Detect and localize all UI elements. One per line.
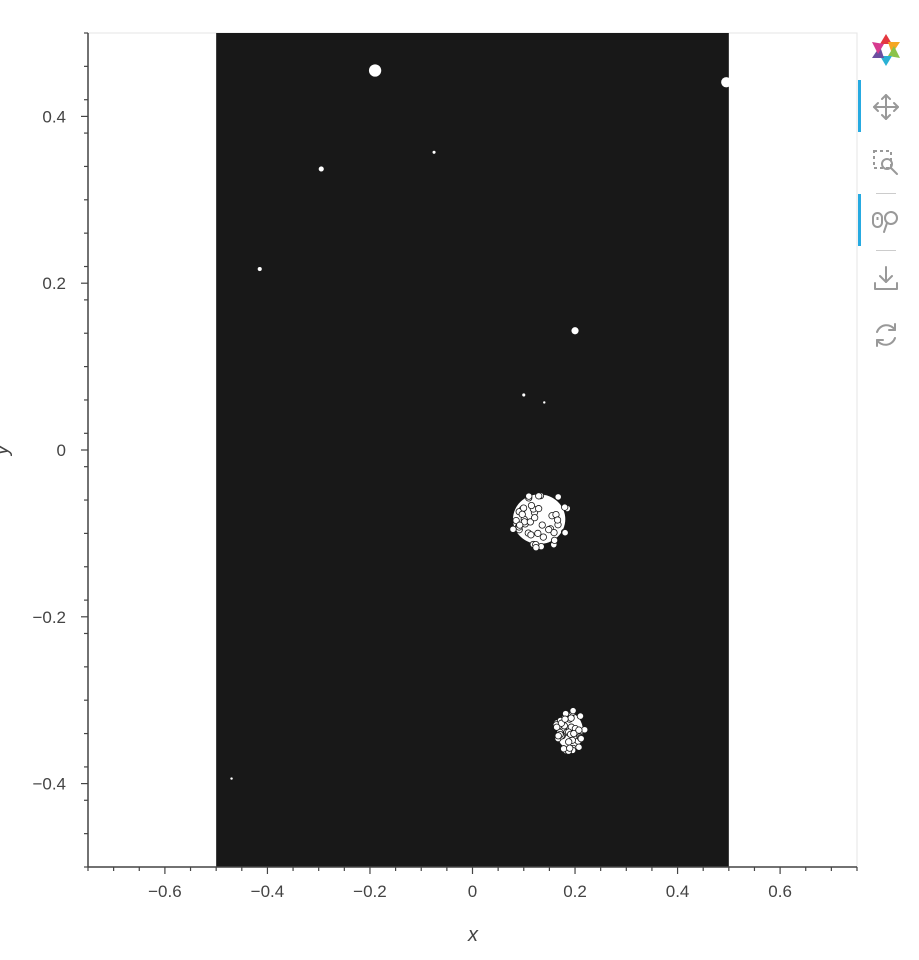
y-axis-title: y (0, 444, 13, 457)
x-tick-label: 0.4 (666, 882, 690, 901)
x-tick-label: −0.2 (353, 882, 387, 901)
toolbar-separator (876, 193, 896, 194)
download-icon (874, 266, 898, 290)
image-background (216, 33, 729, 867)
image-spots (230, 64, 732, 780)
y-tick-label: −0.4 (32, 775, 66, 794)
bokeh-logo-icon[interactable] (866, 30, 906, 70)
wheel-zoom-tool-button[interactable] (858, 194, 914, 246)
box-zoom-icon (873, 150, 898, 175)
x-axis-title: x (467, 924, 479, 946)
spot (571, 327, 579, 335)
box-zoom-tool-button[interactable] (858, 136, 914, 188)
x-tick-label: −0.6 (148, 882, 182, 901)
reset-tool-button[interactable] (858, 308, 914, 360)
reset-icon (876, 323, 896, 347)
move-icon (873, 94, 899, 120)
spot (543, 401, 546, 404)
y-tick-label: 0.4 (42, 107, 66, 126)
x-tick-label: 0 (468, 882, 477, 901)
y-axis: 0.4 0.2 0 −0.2 −0.4 (32, 32, 89, 868)
spot (522, 393, 526, 397)
spot-cluster (509, 492, 571, 552)
toolbar-separator (876, 250, 896, 251)
toolbar (858, 30, 914, 360)
spot (230, 777, 233, 780)
spot (721, 77, 732, 88)
wheel-zoom-icon (872, 211, 898, 233)
y-tick-label: 0 (57, 441, 66, 460)
x-axis: −0.6 −0.4 −0.2 0 0.2 0.4 0.6 (87, 866, 858, 901)
spot (318, 166, 324, 172)
spot (257, 266, 262, 272)
x-tick-label: −0.4 (251, 882, 285, 901)
x-tick-label: 0.2 (563, 882, 587, 901)
x-tick-label: 0.6 (768, 882, 792, 901)
y-tick-label: −0.2 (32, 608, 66, 627)
spot-cluster (552, 707, 589, 755)
spot (432, 150, 436, 154)
pan-tool-button[interactable] (858, 80, 914, 132)
spot (368, 64, 382, 77)
save-tool-button[interactable] (858, 252, 914, 304)
y-tick-label: 0.2 (42, 274, 66, 293)
